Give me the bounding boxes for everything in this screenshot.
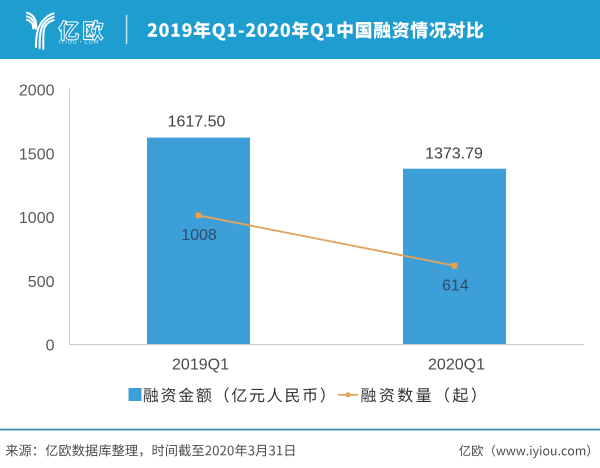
- svg-text:1500: 1500: [19, 146, 55, 163]
- svg-text:2020Q1: 2020Q1: [428, 356, 485, 373]
- svg-text:500: 500: [28, 274, 55, 291]
- svg-text:614: 614: [442, 277, 469, 294]
- svg-text:0: 0: [46, 338, 55, 355]
- svg-text:1000: 1000: [19, 210, 55, 227]
- svg-text:1617.50: 1617.50: [168, 114, 226, 131]
- svg-text:1008: 1008: [181, 227, 217, 244]
- svg-text:1373.79: 1373.79: [425, 145, 483, 162]
- svg-text:2019Q1: 2019Q1: [172, 356, 229, 373]
- svg-text:2000: 2000: [19, 83, 55, 100]
